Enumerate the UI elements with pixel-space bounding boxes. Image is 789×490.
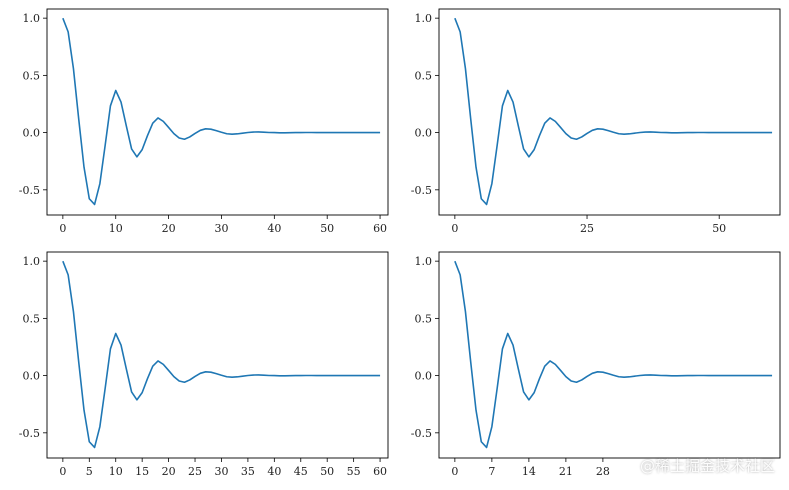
x-tick-label: 25 [188,465,202,478]
x-tick-label: 50 [712,222,726,235]
series-line [62,17,381,206]
x-tick-label: 50 [320,222,334,235]
y-tick-label: 0.0 [23,370,41,383]
y-tick-label: -0.5 [411,184,432,197]
x-tick-label: 50 [320,465,334,478]
y-tick-label: 0.0 [415,127,433,140]
x-tick-label: 45 [294,465,308,478]
x-tick-label: 0 [451,222,458,235]
x-tick-label: 40 [267,222,281,235]
x-tick-label: 28 [596,465,610,478]
axes-frame [46,8,389,216]
x-tick-label: 30 [214,222,228,235]
x-tick-label: 20 [162,465,176,478]
x-tick-label: 0 [59,222,66,235]
y-tick-label: 0.5 [415,69,433,82]
x-tick-label: 35 [241,465,255,478]
watermark: @稀土掘金技术社区 [639,457,775,475]
x-tick-label: 20 [162,222,176,235]
y-tick-label: 1.0 [23,255,41,268]
x-tick-label: 30 [214,465,228,478]
y-tick-label: 0.5 [415,312,433,325]
y-tick-label: 0.0 [23,127,41,140]
axes-frame [46,251,389,459]
x-tick-label: 40 [267,465,281,478]
x-tick-label: 10 [109,222,123,235]
y-tick-label: -0.5 [19,427,40,440]
y-tick-label: 1.0 [415,255,433,268]
x-tick-label: 7 [488,465,495,478]
y-tick-label: -0.5 [411,427,432,440]
y-tick-label: 0.0 [415,370,433,383]
y-tick-label: 1.0 [23,12,41,25]
series-line [454,260,773,449]
x-tick-label: 15 [135,465,149,478]
x-tick-label: 21 [559,465,573,478]
y-tick-label: 1.0 [415,12,433,25]
subplot-4: 0 7 14 21 28 -0.5 0.0 0.5 1.0 [411,251,781,478]
x-tick-label: 60 [373,465,387,478]
series-line [62,260,381,449]
axes-frame [438,8,781,216]
y-tick-label: 0.5 [23,312,41,325]
x-tick-label: 10 [109,465,123,478]
x-tick-label: 0 [59,465,66,478]
subplot-1: 0 10 20 30 40 50 60 -0.5 0.0 0.5 1.0 [19,8,389,235]
series-line [454,17,773,206]
y-tick-label: -0.5 [19,184,40,197]
x-tick-label: 60 [373,222,387,235]
subplot-2: 0 25 50 -0.5 0.0 0.5 1.0 [411,8,781,235]
x-tick-label: 14 [522,465,536,478]
x-tick-label: 0 [451,465,458,478]
axes-frame [438,251,781,459]
y-tick-label: 0.5 [23,69,41,82]
x-tick-label: 25 [580,222,594,235]
x-tick-label: 55 [347,465,361,478]
subplot-3: 0 5 10 15 20 25 30 35 40 45 50 55 60 -0.5 0.0 0.5 1.0 [19,251,389,478]
x-tick-label: 5 [86,465,93,478]
